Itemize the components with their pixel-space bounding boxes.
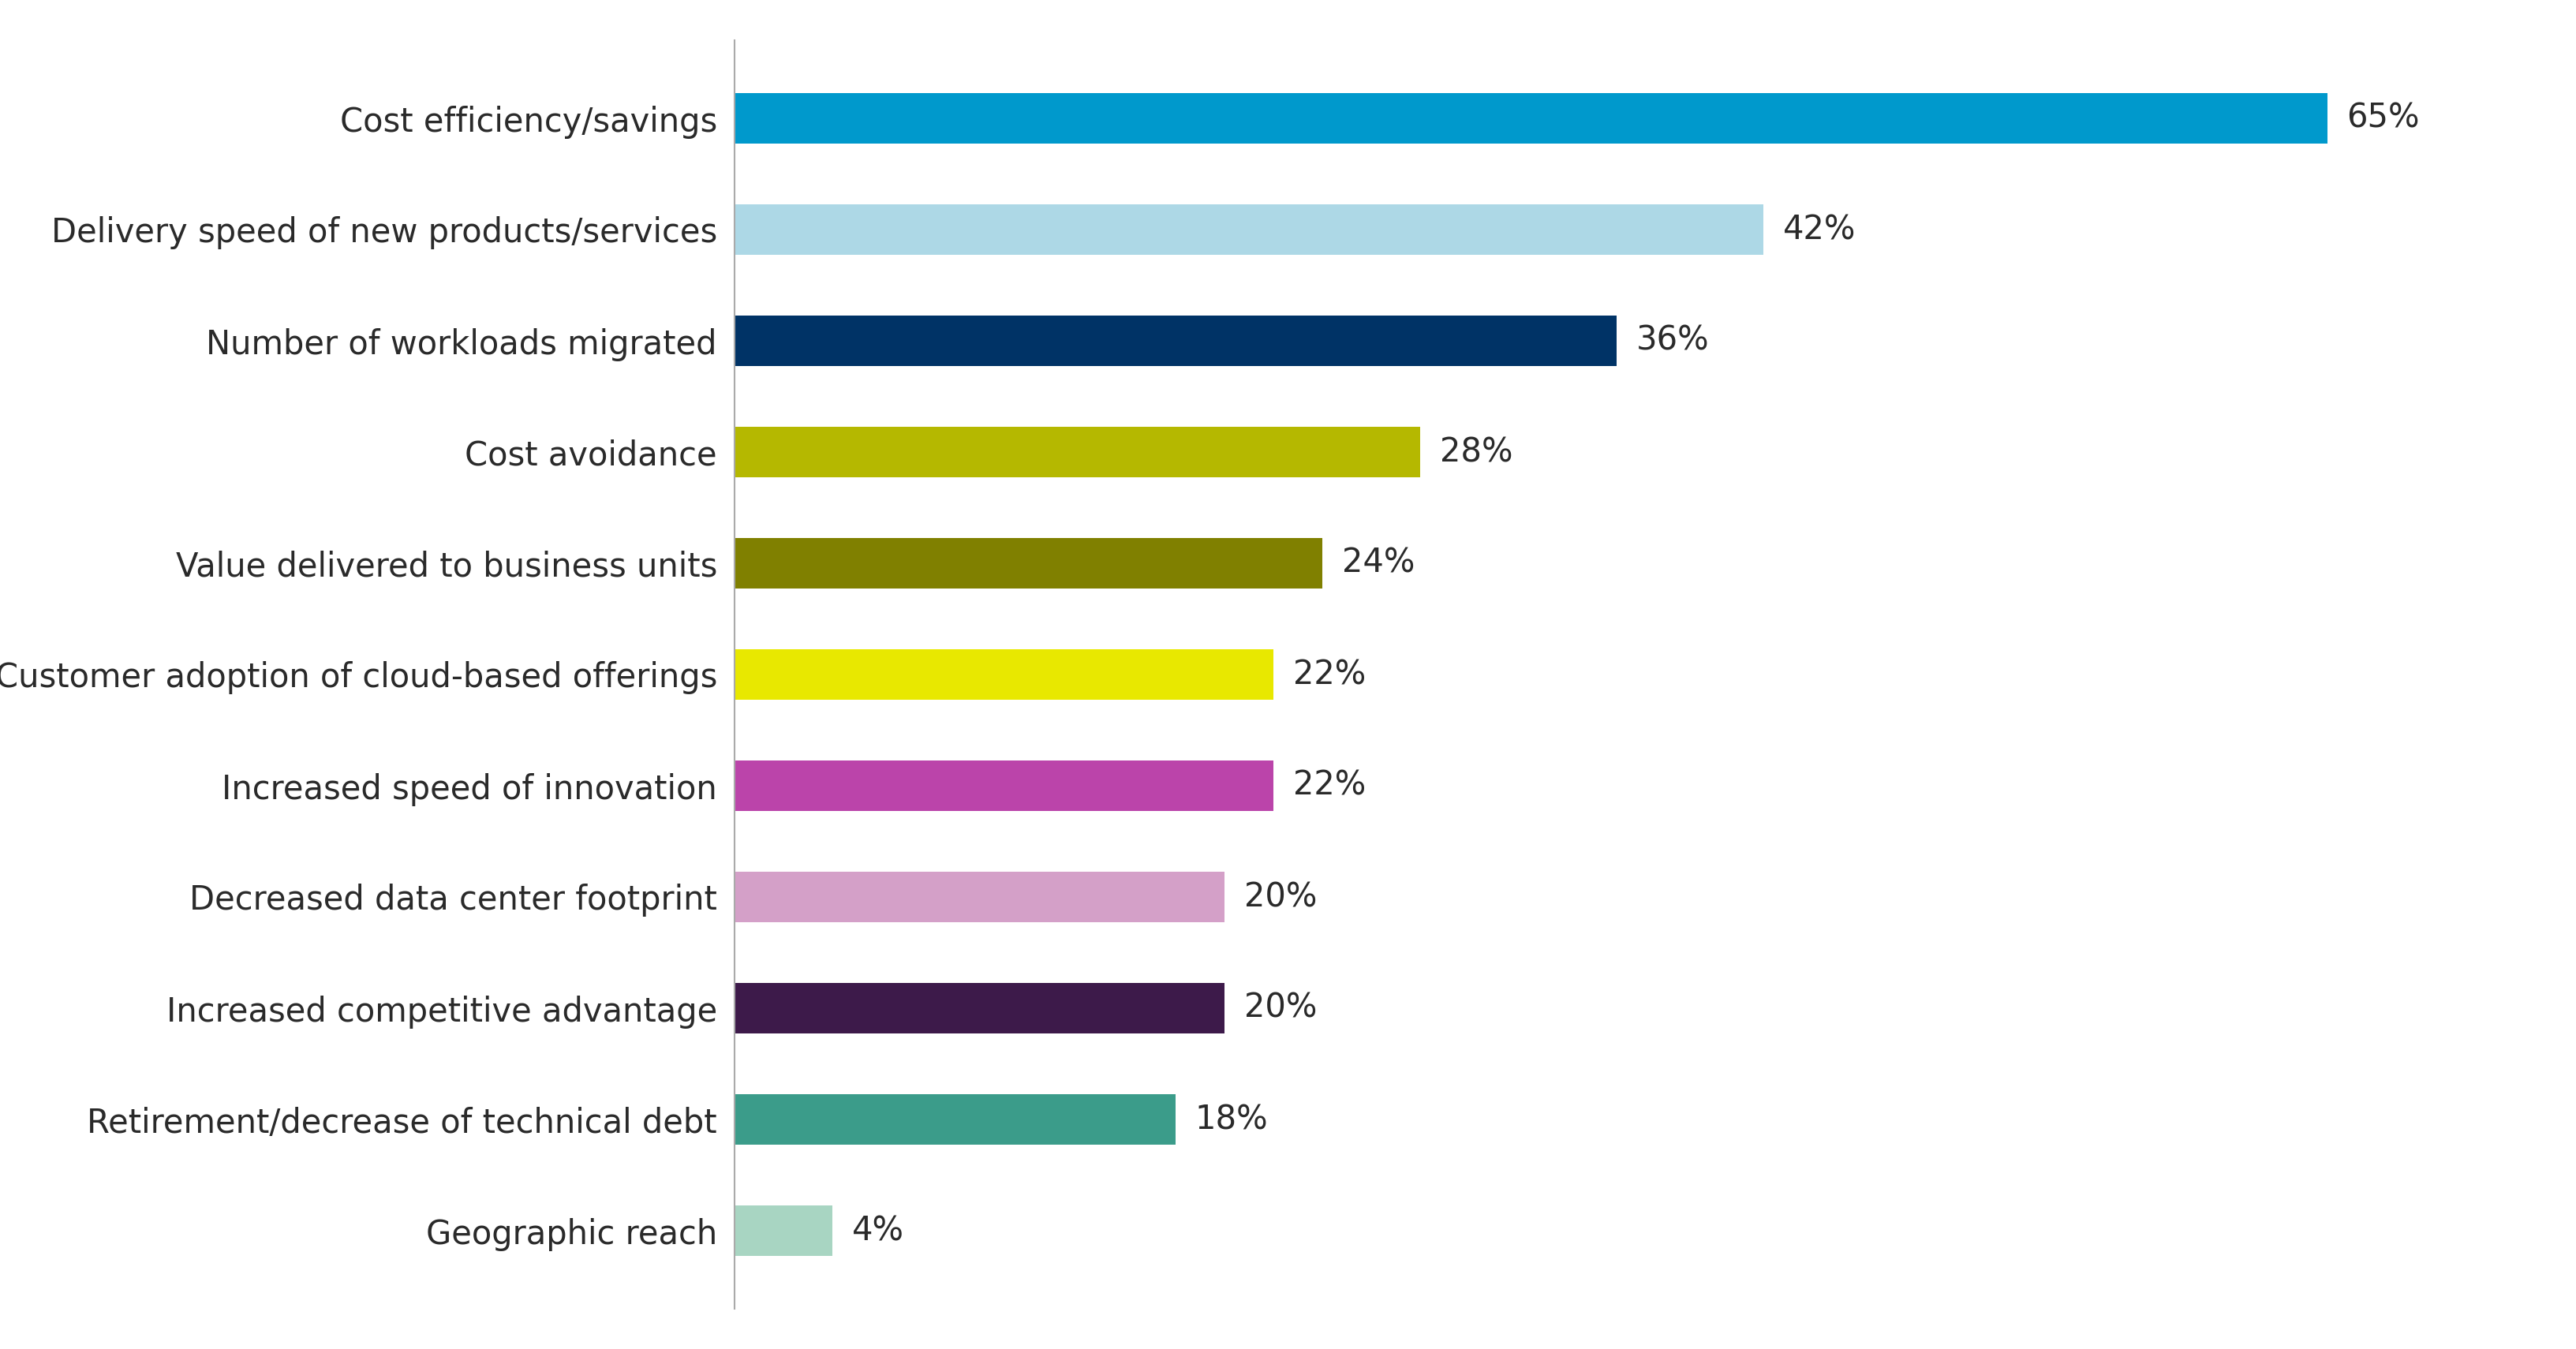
- Text: 42%: 42%: [1783, 213, 1855, 246]
- Bar: [734, 428, 1419, 478]
- Bar: [734, 538, 1321, 588]
- Bar: [734, 1094, 1175, 1144]
- Bar: [734, 205, 1765, 255]
- Text: 22%: 22%: [1293, 769, 1365, 803]
- Text: 65%: 65%: [2347, 101, 2419, 135]
- Text: 20%: 20%: [1244, 881, 1316, 913]
- Bar: [734, 761, 1273, 811]
- Text: 20%: 20%: [1244, 992, 1316, 1025]
- Text: 22%: 22%: [1293, 658, 1365, 691]
- Bar: [734, 983, 1224, 1033]
- Text: 28%: 28%: [1440, 436, 1512, 468]
- Text: 18%: 18%: [1195, 1103, 1267, 1136]
- Bar: [734, 871, 1224, 921]
- Text: 36%: 36%: [1636, 324, 1708, 357]
- Bar: [734, 316, 1615, 366]
- Text: 4%: 4%: [853, 1214, 904, 1248]
- Text: 24%: 24%: [1342, 546, 1414, 580]
- Bar: [734, 1206, 832, 1256]
- Bar: [734, 649, 1273, 700]
- Bar: [734, 93, 2326, 143]
